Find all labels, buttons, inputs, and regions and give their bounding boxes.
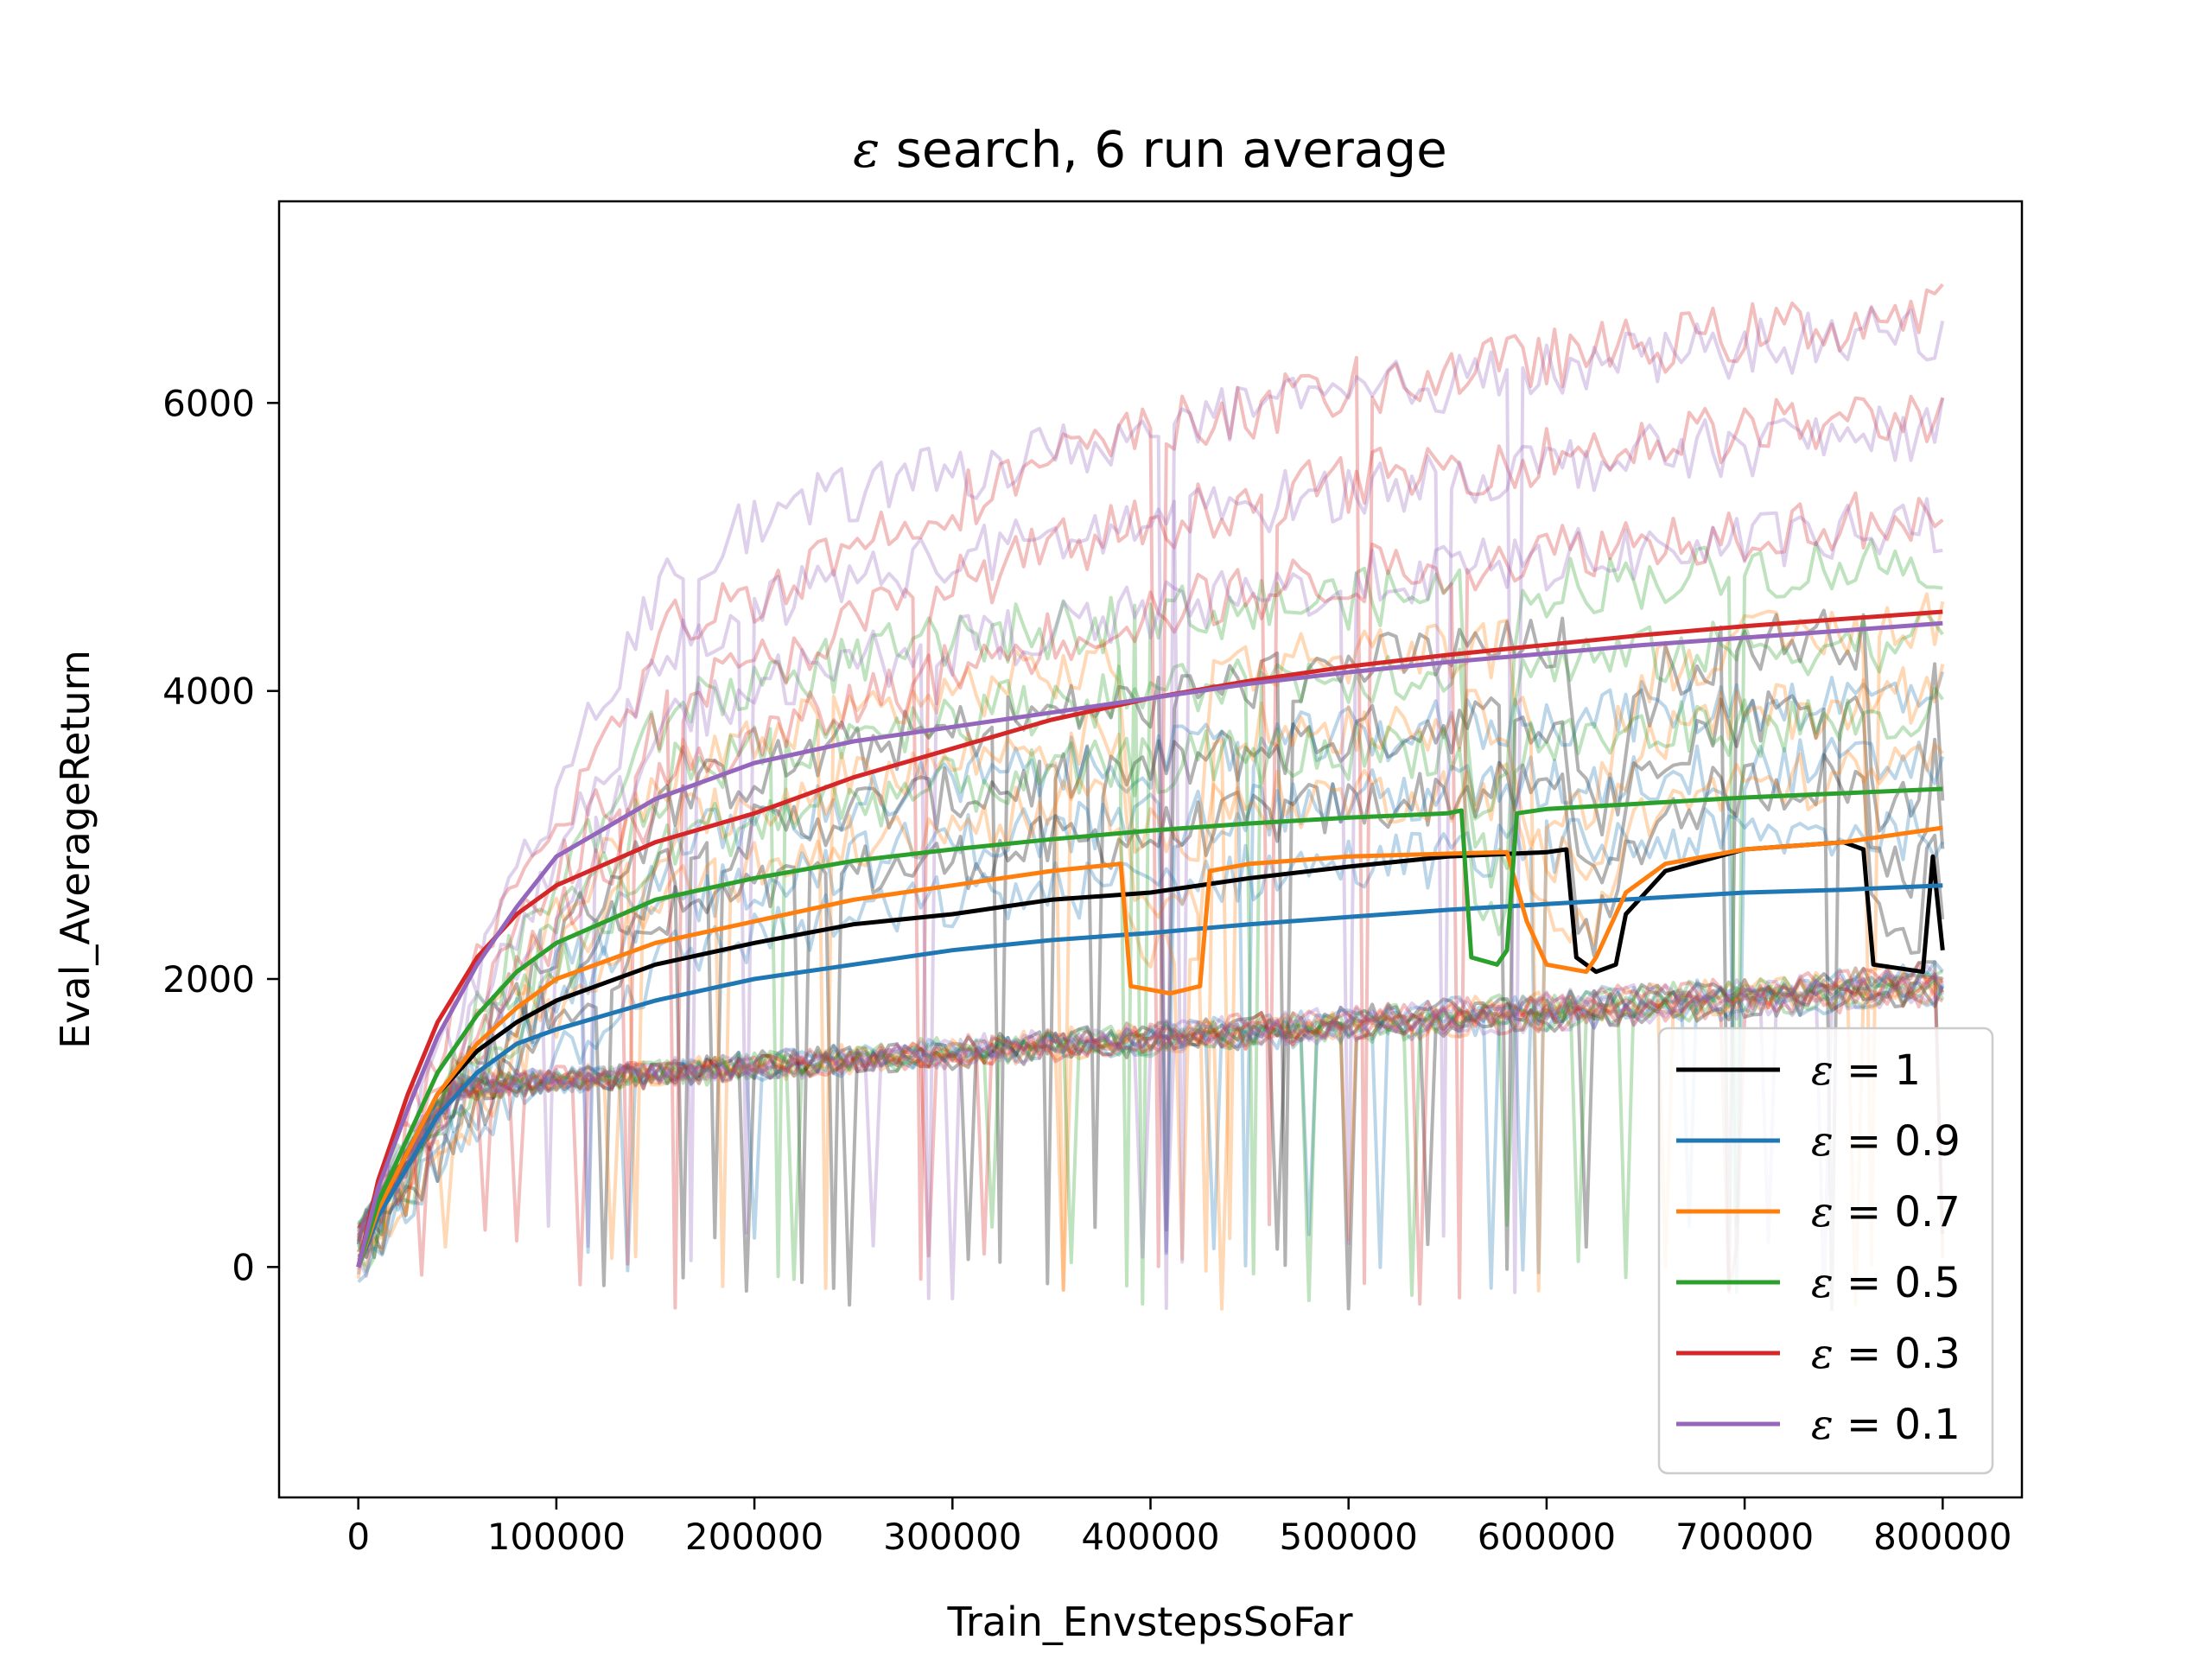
run-line: [356, 497, 1943, 1300]
run-line: [356, 972, 1945, 1299]
run-line: [356, 969, 1944, 1281]
run-line: [356, 690, 1945, 1312]
run-line: [356, 612, 1944, 1279]
x-tick-label: 200000: [685, 1516, 823, 1558]
y-tick-label: 0: [232, 1246, 255, 1288]
run-line: [356, 394, 1945, 1310]
legend-entry: ε = 0.1: [1811, 1401, 1961, 1449]
run-line: [357, 798, 1945, 1284]
run-line: [357, 980, 1945, 1265]
run-line: [356, 972, 1943, 1302]
x-tick-label: 600000: [1478, 1516, 1616, 1558]
x-tick-label: 400000: [1081, 1516, 1219, 1558]
y-tick-label: 2000: [162, 958, 255, 1001]
x-tick-label: 800000: [1873, 1516, 2012, 1558]
run-line: [357, 671, 1945, 1268]
y-axis-ticks: 0 2000 4000 6000: [162, 382, 279, 1288]
run-line: [356, 664, 1945, 1293]
x-tick-label: 100000: [487, 1516, 626, 1558]
run-line: [356, 963, 1944, 1300]
run-line: [357, 973, 1945, 1262]
series-line: [356, 609, 1943, 1268]
run-line: [357, 736, 1945, 1294]
legend-entry: ε = 0.3: [1811, 1330, 1961, 1378]
run-line: [357, 608, 1945, 1291]
x-tick-label: 500000: [1280, 1516, 1418, 1558]
series-line: [356, 825, 1943, 1268]
run-line: [356, 742, 1944, 1288]
y-tick-label: 4000: [162, 671, 255, 713]
run-line: [357, 982, 1945, 1236]
run-line: [358, 974, 1944, 1287]
run-line: [356, 397, 1945, 1275]
x-tick-label: 0: [346, 1516, 370, 1558]
legend-entry: ε = 0.7: [1811, 1188, 1961, 1236]
run-line: [356, 981, 1945, 1311]
legend-entry: ε = 0.5: [1811, 1259, 1961, 1307]
run-line: [356, 491, 1944, 1300]
chart-title: ε search, 6 run average: [853, 120, 1447, 179]
x-axis-ticks: 0 100000 200000 300000 400000 500000 600000 700…: [346, 1497, 2012, 1558]
run-line: [356, 283, 1944, 1286]
legend-entry: ε = 0.9: [1811, 1117, 1961, 1166]
series-line: [356, 883, 1943, 1268]
run-line: [356, 304, 1945, 1311]
run-line: [356, 970, 1944, 1272]
series-line: [356, 620, 1943, 1268]
series-line: [356, 786, 1943, 1268]
legend: ε = 1 ε = 0.9 ε = 0.7 ε = 0.5 ε = 0.3 ε = 0.1: [1657, 1027, 1994, 1475]
run-line: [356, 961, 1945, 1259]
run-line: [356, 686, 1944, 1274]
run-line: [357, 981, 1945, 1259]
mean-lines: [356, 609, 1945, 1268]
y-tick-label: 6000: [162, 382, 255, 424]
run-line: [357, 592, 1945, 1293]
run-line: [357, 960, 1945, 1307]
x-axis-label: Train_EnvstepsSoFar: [947, 1599, 1353, 1645]
run-line: [357, 976, 1945, 1306]
legend-entry: ε = 1: [1811, 1046, 1921, 1095]
run-line: [356, 960, 1944, 1290]
run-line: [357, 981, 1944, 1306]
y-axis-label: Eval_AverageReturn: [52, 650, 99, 1049]
run-line: [356, 982, 1944, 1311]
x-tick-label: 700000: [1675, 1516, 1814, 1558]
run-line: [357, 963, 1943, 1269]
individual-runs: [356, 283, 1945, 1312]
run-line: [356, 537, 1943, 1306]
x-tick-label: 300000: [883, 1516, 1021, 1558]
